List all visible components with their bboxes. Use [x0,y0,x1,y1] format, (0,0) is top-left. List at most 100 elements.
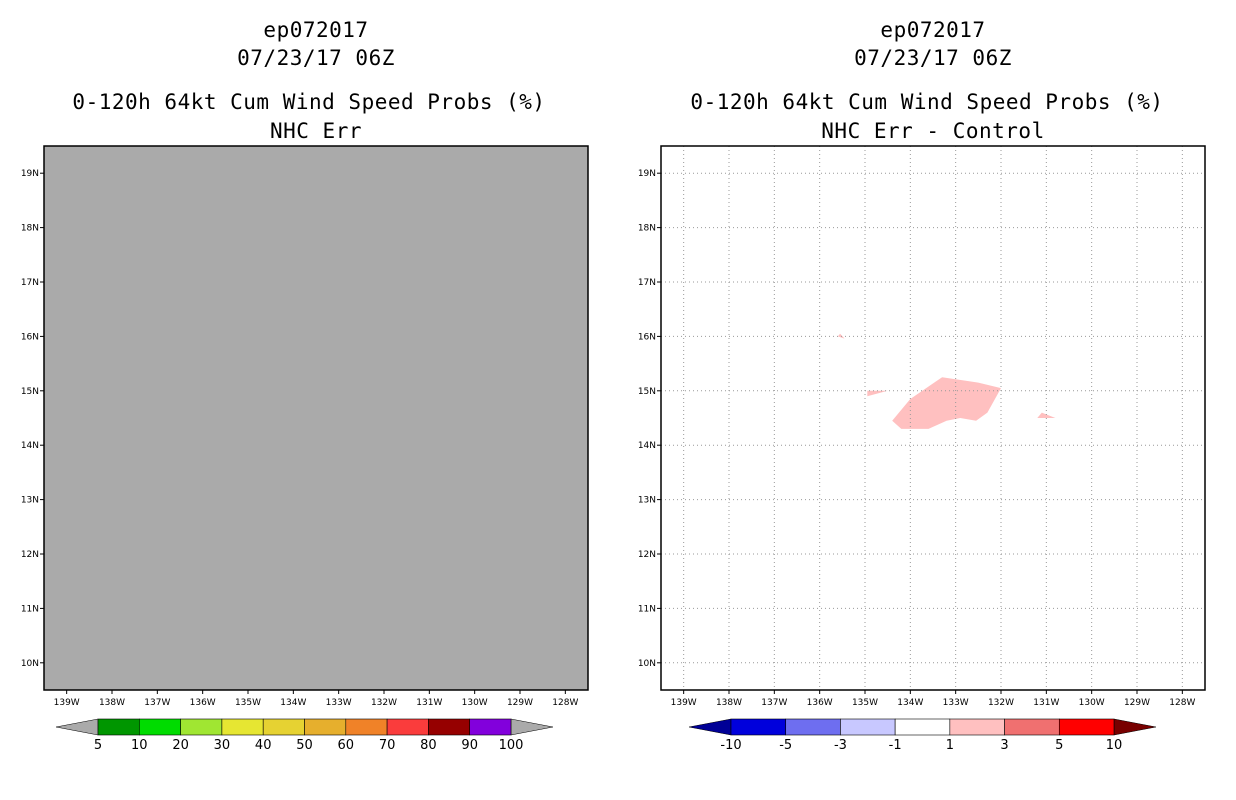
left-x-tick-label: 136W [190,698,216,708]
right-y-tick-label: 11N [638,604,656,614]
left-y-tick-label: 16N [21,332,39,342]
right-x-tick-label: 128W [1169,698,1195,708]
right-shaded-region [892,377,1001,429]
left-x-tick-label: 137W [144,698,170,708]
right-colorbar-label: -3 [834,738,847,753]
right-colorbar-segment [1004,718,1060,736]
right-colorbar-segment [730,718,787,736]
right-colorbar-high-end [1113,718,1157,736]
left-colorbar-label: 50 [296,738,313,753]
left-colorbar-segment [221,718,264,736]
right-y-tick-label: 18N [638,224,656,234]
left-x-tick-label: 132W [371,698,397,708]
right-x-tick-label: 135W [852,698,878,708]
right-y-tick-label: 17N [638,278,656,288]
right-colorbar-segment [894,718,951,736]
left-y-tick-label: 12N [21,550,39,560]
right-datetime: 07/23/17 06Z [854,46,1012,70]
right-colorbar-label: -1 [889,738,902,753]
left-colorbar-segment [304,718,347,736]
right-map-frame [660,145,1206,691]
left-colorbar-label: 90 [461,738,478,753]
right-y-tick-label: 12N [638,550,656,560]
left-x-tick-label: 131W [416,698,442,708]
right-x-tick-label: 136W [807,698,833,708]
right-x-tick-label: 139W [671,698,697,708]
left-subtitle: NHC Err [269,119,362,143]
left-x-tick-label: 134W [280,698,306,708]
right-x-tick-label: 134W [897,698,923,708]
left-colorbar-high-end [510,718,554,736]
right-y-tick-label: 19N [638,169,656,179]
left-colorbar-label: 70 [379,738,396,753]
left-colorbar-label: 80 [420,738,437,753]
right-subtitle: NHC Err - Control [821,119,1045,143]
left-datetime: 07/23/17 06Z [237,46,395,70]
right-x-tick-label: 132W [988,698,1014,708]
left-colorbar-segment [139,718,181,736]
left-colorbar: 5 10 20 30 40 50 60 70 80 90 100 [55,718,554,753]
left-y-tick-label: 10N [21,659,39,669]
left-x-tick-label: 138W [99,698,125,708]
left-y-tick-label: 18N [21,224,39,234]
left-colorbar-segment [428,718,470,736]
left-colorbar-segment [469,718,512,736]
left-colorbar-segment [262,718,305,736]
left-y-tick-label: 15N [21,387,39,397]
left-storm-id: ep072017 [263,18,369,42]
right-colorbar-label: 1 [946,738,954,753]
right-colorbar-segment [785,718,841,736]
left-colorbar-label: 5 [94,738,102,753]
right-colorbar-segment [949,718,1005,736]
left-colorbar-segment [345,718,388,736]
left-colorbar-label: 40 [255,738,272,753]
left-map-background [44,146,588,690]
right-shaded-region [1037,412,1056,418]
left-y-tick-label: 17N [21,278,39,288]
left-colorbar-label: 30 [214,738,231,753]
right-colorbar-segment [1058,718,1115,736]
right-product-title: 0-120h 64kt Cum Wind Speed Probs (%) [690,90,1164,114]
left-map-panel: 139W 138W 137W 136W 135W 134W 133W 132W 131W 130W… [21,145,589,708]
left-x-tick-label: 139W [54,698,80,708]
right-map-panel: 139W 138W 137W 136W 135W 134W 133W 132W 131W 130W… [638,145,1206,708]
right-colorbar-label: 5 [1055,738,1063,753]
left-y-tick-label: 13N [21,496,39,506]
left-colorbar-segment [180,718,223,736]
right-x-tick-label: 133W [943,698,969,708]
right-y-tick-label: 13N [638,496,656,506]
right-x-tick-label: 129W [1124,698,1150,708]
right-colorbar-segment [840,718,896,736]
left-colorbar-low-end [55,718,99,736]
right-x-tick-label: 130W [1079,698,1105,708]
left-colorbar-segment [386,718,429,736]
right-storm-id: ep072017 [880,18,986,42]
left-x-tick-label: 130W [462,698,488,708]
left-x-tick-label: 135W [235,698,261,708]
left-map-frame [43,145,589,691]
left-y-tick-label: 19N [21,169,39,179]
right-y-tick-label: 14N [638,441,656,451]
right-colorbar-label: -10 [720,738,741,753]
right-y-tick-label: 15N [638,387,656,397]
left-product-title: 0-120h 64kt Cum Wind Speed Probs (%) [72,90,546,114]
right-y-tick-label: 10N [638,659,656,669]
right-x-tick-label: 131W [1033,698,1059,708]
left-x-tick-label: 129W [507,698,533,708]
right-shaded-region [867,390,888,397]
right-x-tick-label: 137W [761,698,787,708]
left-x-tick-label: 128W [552,698,578,708]
right-x-tick-label: 138W [716,698,742,708]
left-colorbar-label: 10 [131,738,148,753]
left-x-tick-label: 133W [326,698,352,708]
right-colorbar-low-end [688,718,732,736]
left-y-tick-label: 11N [21,604,39,614]
right-y-tick-label: 16N [638,332,656,342]
right-colorbar: -10 -5 -3 -1 1 3 5 10 [688,718,1157,753]
right-colorbar-label: 10 [1106,738,1123,753]
left-colorbar-segment [97,718,140,736]
left-colorbar-label: 20 [172,738,189,753]
right-colorbar-label: 3 [1000,738,1008,753]
right-colorbar-label: -5 [779,738,792,753]
